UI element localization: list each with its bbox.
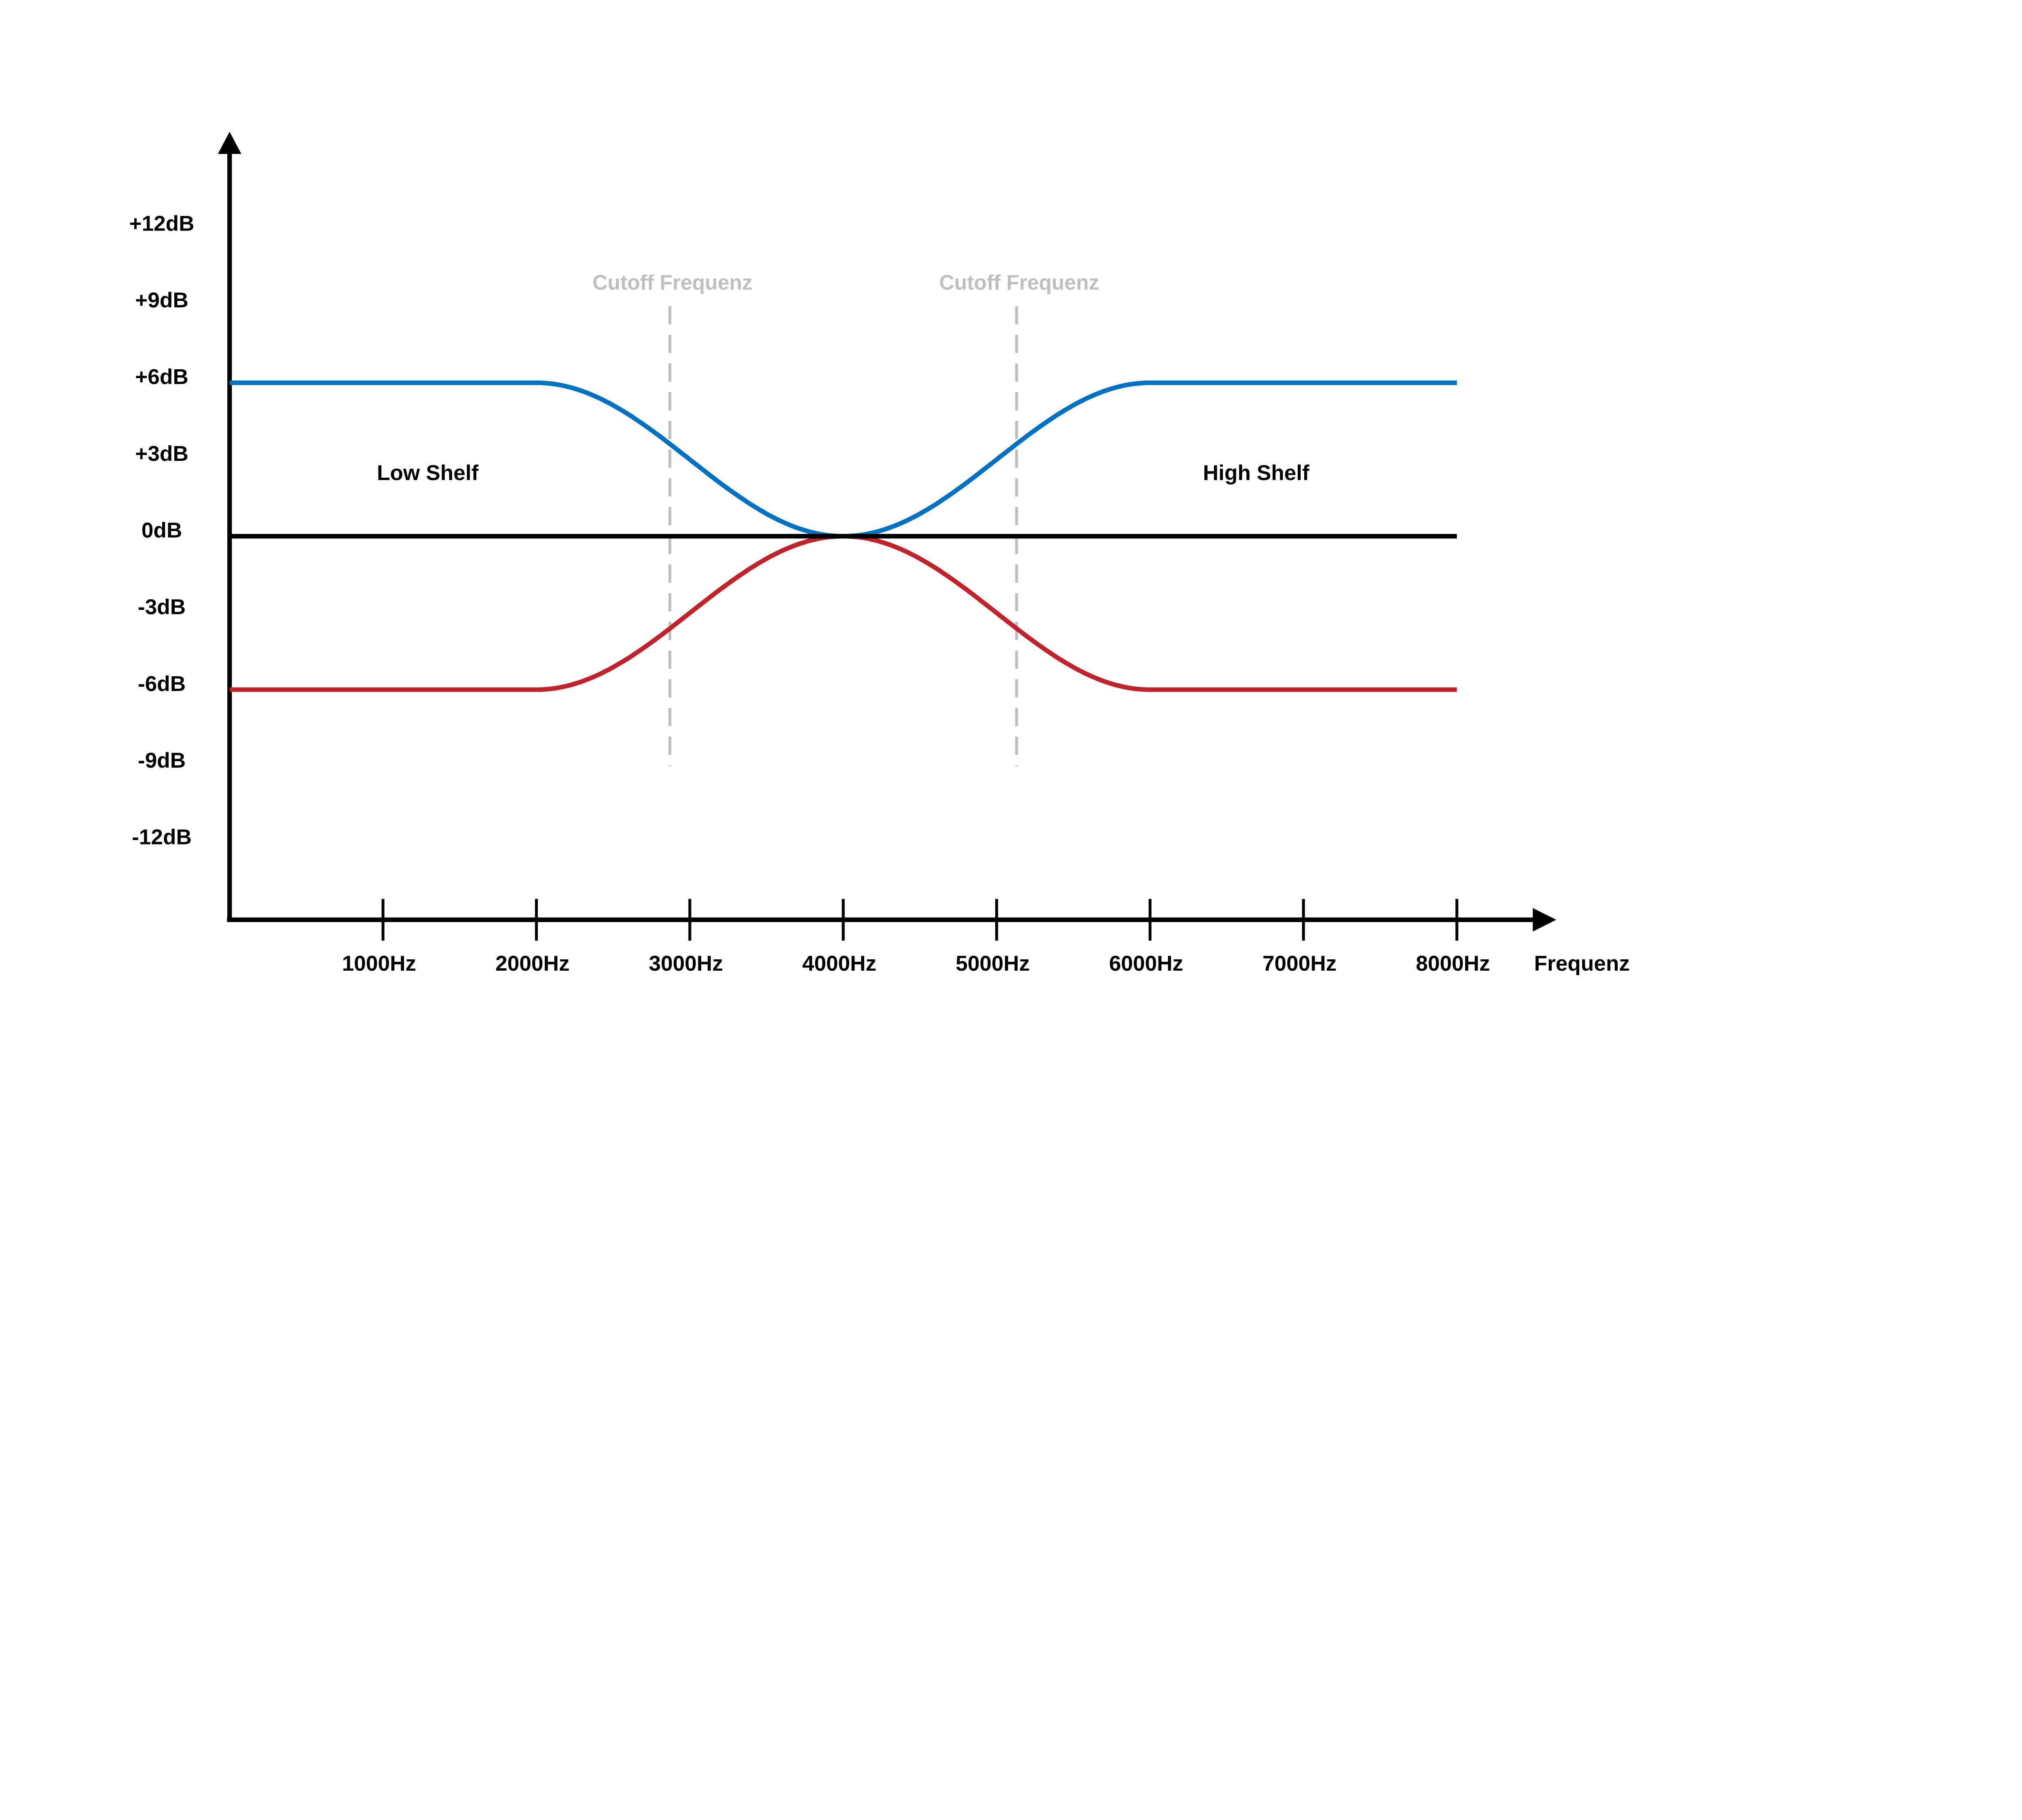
x-axis-arrow-icon — [1533, 908, 1557, 932]
x-tick-label: 7000Hz — [1263, 952, 1337, 976]
cutoff-label: Cutoff Frequenz — [939, 271, 1099, 294]
x-axis-label: Frequenz — [1534, 952, 1630, 976]
axes — [218, 131, 1557, 932]
x-tick-label: 1000Hz — [342, 952, 416, 976]
y-tick-label: -6dB — [138, 672, 186, 696]
y-tick-label: 0dB — [142, 518, 182, 542]
x-tick-label: 6000Hz — [1109, 952, 1183, 976]
shelf-filter-chart: 1000Hz 2000Hz 3000Hz 4000Hz 5000Hz 6000Hz 7000… — [129, 131, 1630, 976]
annotation-label: Low Shelf — [377, 461, 479, 485]
y-tick-label: +3dB — [135, 442, 188, 466]
x-tick-label: 2000Hz — [495, 952, 569, 976]
y-tick-label: +9dB — [135, 288, 188, 312]
annotation-label: High Shelf — [1203, 461, 1309, 485]
cutoff-label: Cutoff Frequenz — [592, 271, 753, 294]
boost-curve — [229, 380, 1457, 539]
y-tick-label: -3dB — [138, 595, 186, 619]
y-tick-label: +6dB — [135, 365, 188, 389]
x-tick-label: 3000Hz — [649, 952, 723, 976]
x-tick-label: 5000Hz — [956, 952, 1030, 976]
y-axis-arrow-icon — [218, 131, 241, 154]
y-tick-label: -12dB — [132, 825, 192, 849]
cut-curve — [229, 534, 1457, 692]
y-tick-label: -9dB — [138, 749, 186, 772]
x-tick-label: 4000Hz — [802, 952, 876, 976]
x-tick-label: 8000Hz — [1416, 952, 1490, 976]
y-tick-label: +12dB — [129, 212, 194, 235]
